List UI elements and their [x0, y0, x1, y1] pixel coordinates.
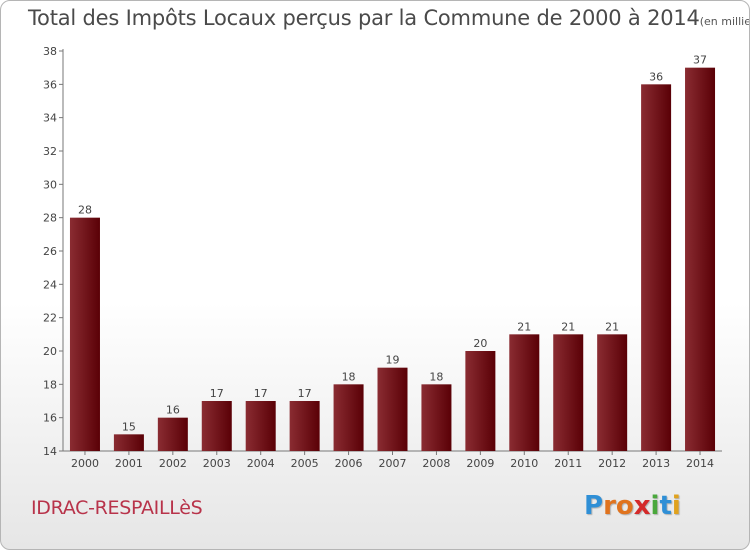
- data-label: 17: [298, 387, 312, 400]
- y-tick-label: 22: [43, 312, 57, 325]
- bar: [421, 384, 452, 451]
- y-tick-label: 38: [43, 45, 57, 58]
- x-tick-label: 2000: [71, 457, 99, 470]
- data-label: 21: [561, 320, 575, 333]
- bar: [157, 417, 188, 451]
- data-label: 36: [649, 70, 663, 83]
- bar: [69, 217, 100, 451]
- x-tick-label: 2004: [247, 457, 275, 470]
- y-tick-label: 36: [43, 78, 57, 91]
- data-label: 18: [429, 370, 443, 383]
- x-tick-label: 2005: [291, 457, 319, 470]
- y-tick-label: 26: [43, 245, 57, 258]
- logo-letter: i: [650, 491, 660, 521]
- bar: [201, 401, 232, 451]
- bar: [465, 351, 496, 451]
- data-label: 16: [166, 404, 180, 417]
- bar: [377, 367, 408, 451]
- bar: [113, 434, 144, 451]
- data-label: 28: [78, 204, 92, 217]
- logo-letter: P: [584, 491, 604, 521]
- x-tick-label: 2007: [379, 457, 407, 470]
- chart-title-text: Total des Impôts Locaux perçus par la Co…: [28, 6, 700, 30]
- x-tick-label: 2001: [115, 457, 143, 470]
- chart-unit: (en milliers d'€): [699, 15, 750, 28]
- data-label: 15: [122, 420, 136, 433]
- data-label: 17: [210, 387, 224, 400]
- y-tick-label: 16: [43, 412, 57, 425]
- y-tick-label: 32: [43, 145, 57, 158]
- data-label: 20: [473, 337, 487, 350]
- x-tick-label: 2006: [335, 457, 363, 470]
- x-tick-label: 2009: [466, 457, 494, 470]
- bar: [289, 401, 320, 451]
- y-tick-label: 30: [43, 178, 57, 191]
- data-label: 37: [693, 54, 707, 67]
- bar: [685, 67, 716, 452]
- commune-name: IDRAC-RESPAILLèS: [31, 497, 203, 519]
- logo-letter: t: [659, 491, 672, 521]
- y-tick-label: 34: [43, 112, 57, 125]
- y-tick-label: 24: [43, 278, 57, 291]
- data-label: 17: [254, 387, 268, 400]
- bar: [509, 334, 540, 451]
- logo-letter: r: [603, 491, 616, 521]
- x-tick-label: 2008: [422, 457, 450, 470]
- logo-letter: i: [671, 491, 681, 521]
- bar: [245, 401, 276, 451]
- data-label: 19: [386, 354, 400, 367]
- x-tick-label: 2003: [203, 457, 231, 470]
- proxiti-logo[interactable]: Proxiti: [584, 491, 681, 521]
- x-tick-label: 2014: [686, 457, 714, 470]
- x-tick-label: 2010: [510, 457, 538, 470]
- bar: [333, 384, 364, 451]
- y-tick-label: 14: [43, 445, 57, 458]
- x-tick-label: 2013: [642, 457, 670, 470]
- chart-title: Total des Impôts Locaux perçus par la Co…: [28, 6, 750, 30]
- logo-letter: x: [633, 491, 651, 521]
- x-tick-label: 2012: [598, 457, 626, 470]
- bar: [553, 334, 584, 451]
- y-tick-label: 20: [43, 345, 57, 358]
- data-label: 21: [517, 320, 531, 333]
- y-tick-label: 18: [43, 378, 57, 391]
- x-tick-label: 2011: [554, 457, 582, 470]
- bar: [641, 84, 672, 451]
- logo-letter: o: [615, 491, 634, 521]
- data-label: 18: [342, 370, 356, 383]
- y-tick-label: 28: [43, 212, 57, 225]
- bar: [597, 334, 628, 451]
- data-label: 21: [605, 320, 619, 333]
- x-tick-label: 2002: [159, 457, 187, 470]
